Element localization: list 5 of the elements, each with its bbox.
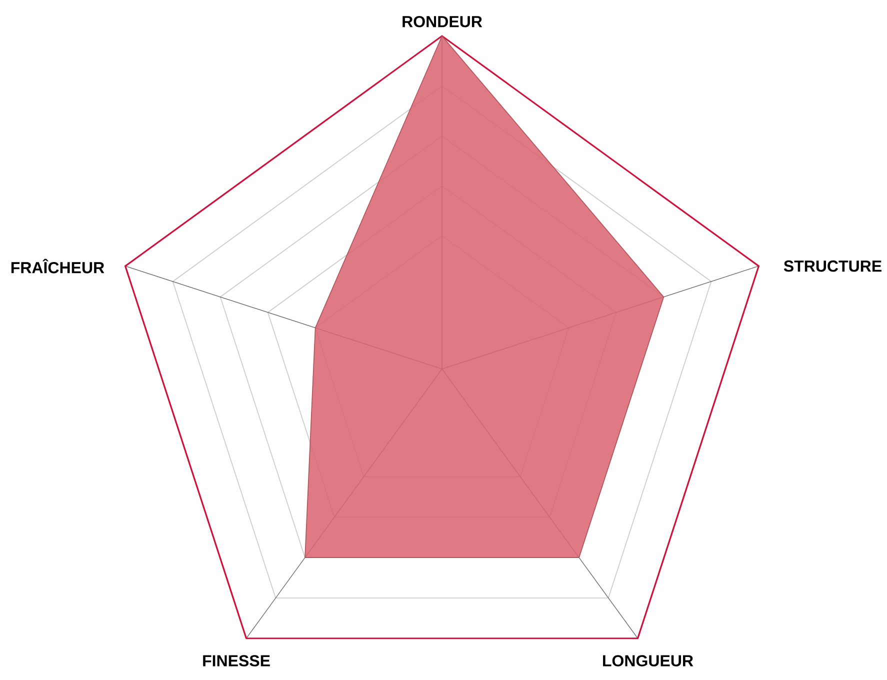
spoke-label: LONGUEUR xyxy=(603,655,694,666)
spoke-label: FRAÎCHEUR xyxy=(11,258,104,274)
spoke-label: STRUCTURE xyxy=(784,260,882,272)
spoke-label: FINESSE xyxy=(203,655,270,666)
spoke-label: RONDEUR xyxy=(402,16,482,28)
